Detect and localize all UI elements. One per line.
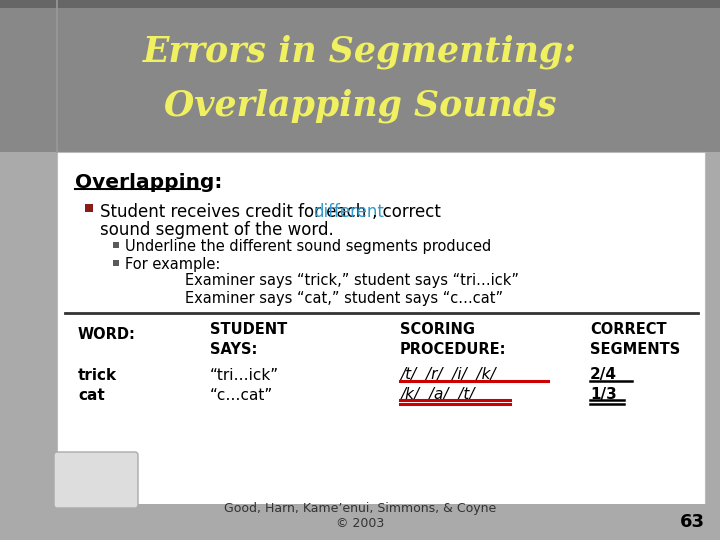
FancyBboxPatch shape bbox=[0, 504, 720, 540]
FancyBboxPatch shape bbox=[113, 260, 119, 266]
Text: Overlapping:: Overlapping: bbox=[75, 173, 222, 192]
Text: 1/3: 1/3 bbox=[590, 388, 617, 402]
Text: “c…cat”: “c…cat” bbox=[210, 388, 274, 402]
Text: For example:: For example: bbox=[125, 256, 220, 272]
Text: Underline the different sound segments produced: Underline the different sound segments p… bbox=[125, 239, 491, 253]
Text: /t/  /r/  /i/  /k/: /t/ /r/ /i/ /k/ bbox=[400, 368, 495, 382]
FancyBboxPatch shape bbox=[85, 204, 93, 212]
Text: Examiner says “trick,” student says “tri…ick”: Examiner says “trick,” student says “tri… bbox=[185, 273, 519, 288]
FancyBboxPatch shape bbox=[54, 452, 138, 508]
FancyBboxPatch shape bbox=[0, 0, 720, 8]
FancyBboxPatch shape bbox=[57, 152, 705, 507]
Text: different: different bbox=[313, 203, 384, 221]
Text: 2/4: 2/4 bbox=[590, 368, 617, 382]
Text: SCORING
PROCEDURE:: SCORING PROCEDURE: bbox=[400, 322, 506, 357]
Text: Examiner says “cat,” student says “c…cat”: Examiner says “cat,” student says “c…cat… bbox=[185, 291, 503, 306]
FancyBboxPatch shape bbox=[113, 242, 119, 248]
Text: Overlapping Sounds: Overlapping Sounds bbox=[163, 89, 557, 123]
Text: sound segment of the word.: sound segment of the word. bbox=[100, 221, 334, 239]
Text: CORRECT
SEGMENTS: CORRECT SEGMENTS bbox=[590, 322, 680, 357]
Text: , correct: , correct bbox=[372, 203, 441, 221]
Text: /k/  /a/  /t/: /k/ /a/ /t/ bbox=[400, 388, 474, 402]
Text: Good, Harn, Kame’enui, Simmons, & Coyne
© 2003: Good, Harn, Kame’enui, Simmons, & Coyne … bbox=[224, 502, 496, 530]
Text: WORD:: WORD: bbox=[78, 327, 136, 342]
Text: trick: trick bbox=[78, 368, 117, 382]
Text: STUDENT
SAYS:: STUDENT SAYS: bbox=[210, 322, 287, 357]
Text: Student receives credit for each: Student receives credit for each bbox=[100, 203, 372, 221]
Text: Errors in Segmenting:: Errors in Segmenting: bbox=[143, 35, 577, 69]
FancyBboxPatch shape bbox=[0, 0, 720, 152]
Text: cat: cat bbox=[78, 388, 104, 402]
Text: 63: 63 bbox=[680, 513, 704, 531]
Text: “tri…ick”: “tri…ick” bbox=[210, 368, 279, 382]
